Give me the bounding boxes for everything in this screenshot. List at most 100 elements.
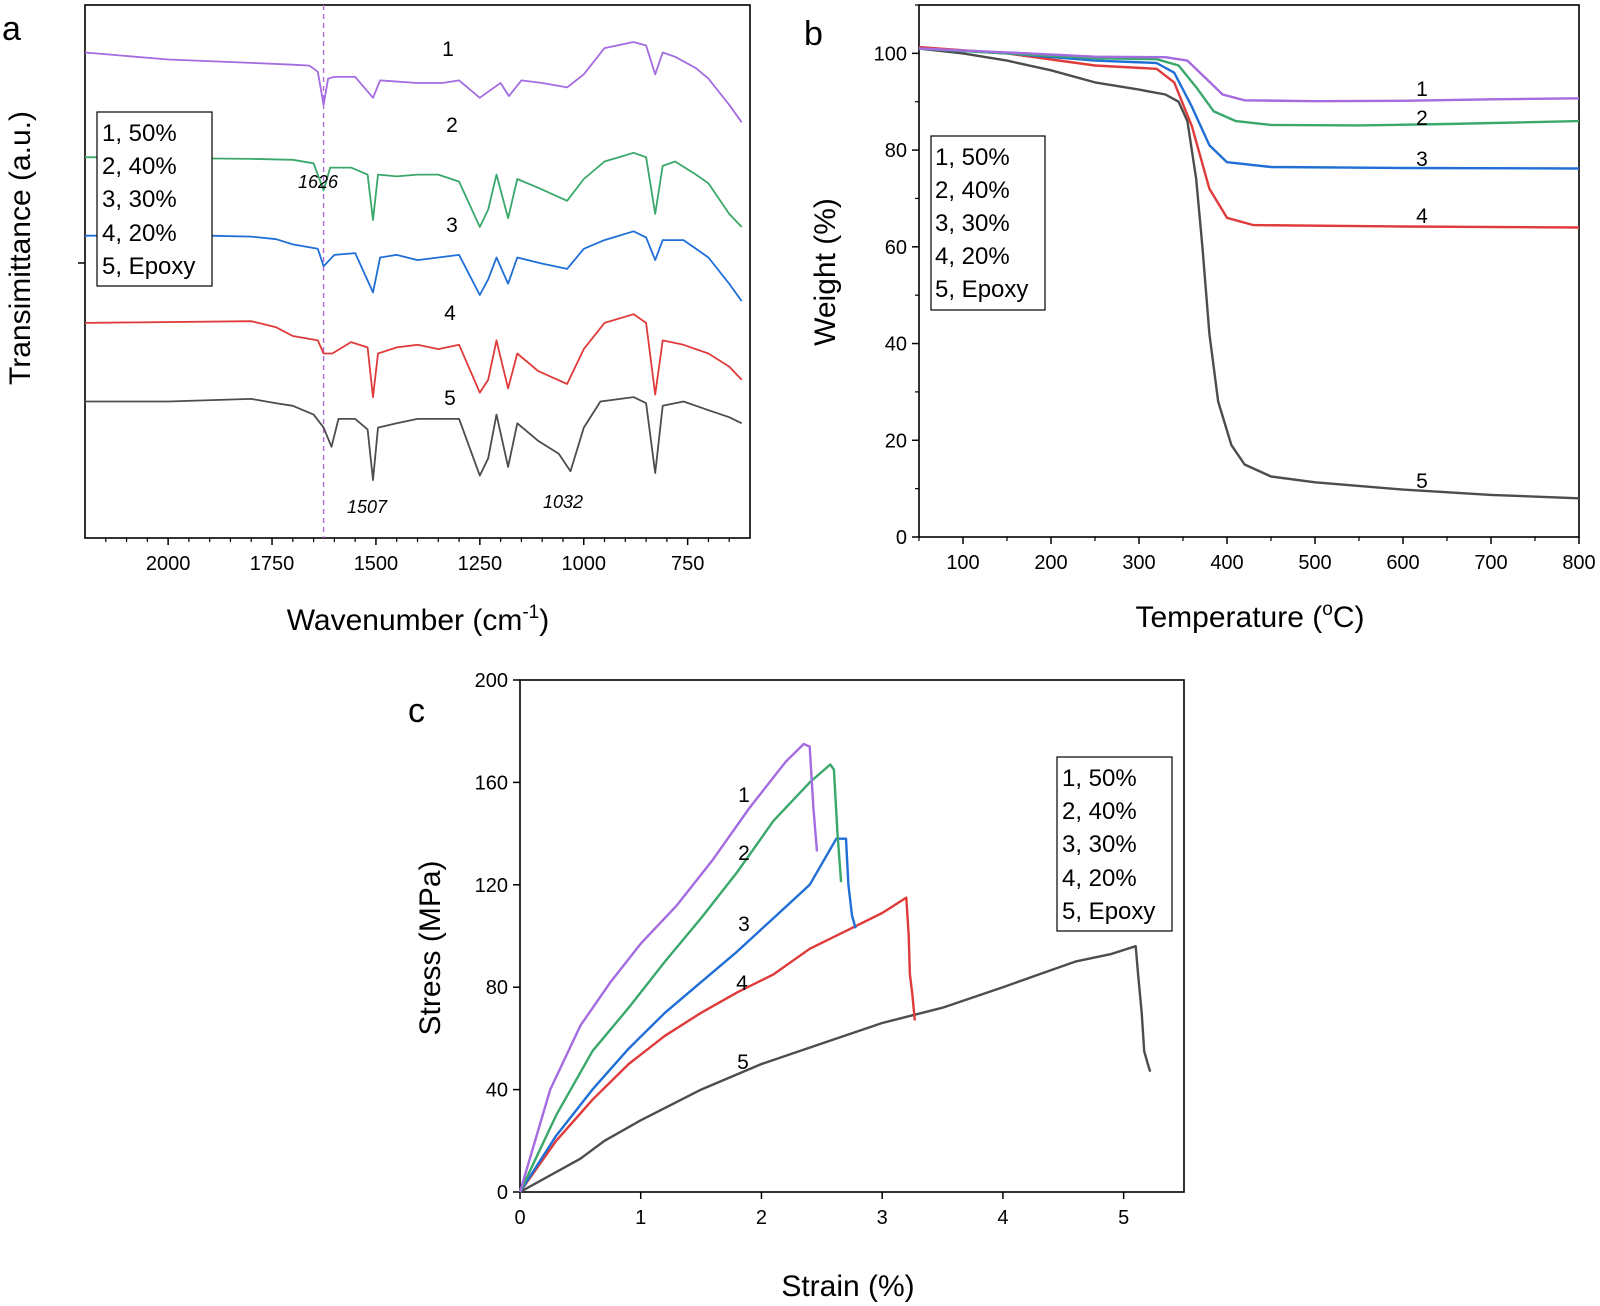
series-line-b-1 xyxy=(918,47,1580,103)
panel-a-ftir: a 2000 1750 1500 1250 1000 750 1 2 3 4 5 1626 150… xyxy=(2,4,751,637)
legend-box-b xyxy=(930,135,1046,311)
legend-entry-c-5: 5, Epoxy xyxy=(1062,898,1155,925)
series-line-b-5 xyxy=(918,47,1580,500)
y-axis-title-a: Transimittance (a.u.) xyxy=(4,111,37,385)
x-axis-title-c: Strain (%) xyxy=(781,1270,914,1303)
legend-entry-c-2: 2, 40% xyxy=(1062,798,1137,825)
legend-a: 1, 50% 2, 40% 3, 30% 4, 20% 5, Epoxy xyxy=(96,111,213,287)
legend-entry-b-5: 5, Epoxy xyxy=(935,276,1028,303)
x-tick-label-b: 600 xyxy=(1386,552,1419,574)
series-group-b xyxy=(918,45,1580,500)
legend-entry-b-3: 3, 30% xyxy=(935,210,1010,237)
curve-label-a-5: 5 xyxy=(444,387,456,410)
legend-entry-b-1: 1, 50% xyxy=(935,144,1010,171)
curve-label-c-5: 5 xyxy=(737,1051,749,1074)
curve-label-a-3: 3 xyxy=(446,214,458,237)
legend-entry-c-1: 1, 50% xyxy=(1062,765,1137,792)
curve-label-b-5: 5 xyxy=(1416,470,1428,493)
peak-label-1507: 1507 xyxy=(347,497,388,517)
x-tick-label-b: 500 xyxy=(1298,552,1331,574)
panel-b-tga: b 100 200 300 400 500 600 700 800 0 20 40 60 80 100 1… xyxy=(804,4,1596,634)
x-tick-label-b: 100 xyxy=(946,552,979,574)
series-group-a xyxy=(84,5,743,538)
plot-frame-c xyxy=(519,679,1185,1193)
legend-entry-a-3: 3, 30% xyxy=(102,186,177,213)
x-tick-label-b: 700 xyxy=(1474,552,1507,574)
peak-label-1626: 1626 xyxy=(298,172,339,192)
legend-box-a xyxy=(96,111,213,287)
x-tick-label-a: 1000 xyxy=(562,553,607,575)
legend-entry-c-4: 4, 20% xyxy=(1062,865,1137,892)
panel-letter-c: c xyxy=(408,692,425,730)
x-tick-label-b: 300 xyxy=(1122,552,1155,574)
series-line-a-1 xyxy=(84,41,743,123)
y-tick-label-c: 80 xyxy=(486,977,508,999)
curve-labels-c: 1 2 3 4 5 xyxy=(736,784,750,1074)
series-line-a-4 xyxy=(84,313,743,398)
y-tick-label-c: 0 xyxy=(497,1182,508,1204)
series-line-c-3 xyxy=(518,837,857,1193)
y-tick-label-b: 60 xyxy=(885,237,907,259)
legend-b: 1, 50% 2, 40% 3, 30% 4, 20% 5, Epoxy xyxy=(930,135,1046,311)
y-tick-label-b: 20 xyxy=(885,430,907,452)
x-tick-label-c: 2 xyxy=(756,1207,767,1229)
axes-ticks-c: 0 1 2 3 4 5 0 40 80 120 160 200 xyxy=(475,670,1130,1229)
y-tick-label-b: 100 xyxy=(874,43,907,65)
y-tick-label-b: 40 xyxy=(885,334,907,356)
series-line-a-5 xyxy=(85,396,743,481)
y-tick-label-c: 160 xyxy=(475,772,508,794)
x-tick-label-c: 5 xyxy=(1118,1207,1129,1229)
curve-labels-b: 1 2 3 4 5 xyxy=(1416,78,1428,493)
legend-entry-a-2: 2, 40% xyxy=(102,153,177,180)
x-tick-label-a: 1250 xyxy=(458,553,503,575)
y-tick-label-c: 200 xyxy=(475,670,508,692)
series-line-a-2 xyxy=(84,151,743,228)
x-axis-title-b-sup: o xyxy=(1322,599,1333,620)
series-group-c xyxy=(518,742,1152,1194)
curve-label-a-4: 4 xyxy=(444,302,456,325)
legend-entry-a-4: 4, 20% xyxy=(102,220,177,247)
panel-c-stress-strain: c 0 1 2 3 4 5 0 40 80 120 160 200 1 2 3 4 5 1, 50% 2, 4… xyxy=(408,670,1185,1303)
curve-label-b-1: 1 xyxy=(1416,78,1428,101)
x-tick-label-a: 1500 xyxy=(354,553,399,575)
panel-letter-a: a xyxy=(2,10,21,48)
curve-label-b-2: 2 xyxy=(1416,107,1428,130)
x-tick-label-b: 400 xyxy=(1210,552,1243,574)
curve-label-c-3: 3 xyxy=(738,913,750,936)
x-axis-title-a-sup: -1 xyxy=(522,602,539,623)
legend-entry-b-2: 2, 40% xyxy=(935,177,1010,204)
x-axis-title-b: Temperature (oC) xyxy=(1136,599,1365,634)
curve-label-c-4: 4 xyxy=(736,972,748,995)
peak-label-1032: 1032 xyxy=(543,492,583,512)
series-line-b-4 xyxy=(918,45,1580,229)
x-axis-title-b-main: Temperature ( xyxy=(1136,601,1323,634)
curve-label-a-1: 1 xyxy=(442,38,454,61)
series-line-b-3 xyxy=(918,47,1580,170)
legend-entry-a-5: 5, Epoxy xyxy=(102,253,195,280)
series-line-c-4 xyxy=(519,896,916,1193)
x-tick-label-c: 3 xyxy=(877,1207,888,1229)
x-tick-label-b: 800 xyxy=(1562,552,1595,574)
legend-entry-c-3: 3, 30% xyxy=(1062,831,1137,858)
legend-c: 1, 50% 2, 40% 3, 30% 4, 20% 5, Epoxy xyxy=(1056,756,1173,932)
axes-ticks-b: 100 200 300 400 500 600 700 800 0 20 40 60 80 100 xyxy=(874,4,1596,574)
curve-label-c-1: 1 xyxy=(738,784,750,807)
plot-frame-b xyxy=(918,4,1580,538)
y-axis-title-c: Stress (MPa) xyxy=(414,860,447,1035)
y-axis-title-b: Weight (%) xyxy=(809,198,842,346)
x-tick-label-c: 0 xyxy=(514,1207,525,1229)
series-line-c-2 xyxy=(518,763,843,1193)
y-tick-label-c: 40 xyxy=(486,1080,508,1102)
series-line-c-5 xyxy=(519,945,1152,1194)
legend-box-c xyxy=(1056,756,1173,932)
x-ticks-a: 2000 1750 1500 1250 1000 750 xyxy=(105,538,730,575)
x-axis-title-a-main: Wavenumber (cm xyxy=(287,604,523,637)
x-axis-title-a-tail: ) xyxy=(539,604,549,637)
curve-label-b-4: 4 xyxy=(1416,205,1428,228)
series-line-b-2 xyxy=(918,47,1580,127)
x-tick-label-a: 750 xyxy=(671,553,704,575)
curve-label-c-2: 2 xyxy=(738,842,750,865)
y-tick-label-b: 0 xyxy=(896,527,907,549)
x-tick-label-b: 200 xyxy=(1034,552,1067,574)
